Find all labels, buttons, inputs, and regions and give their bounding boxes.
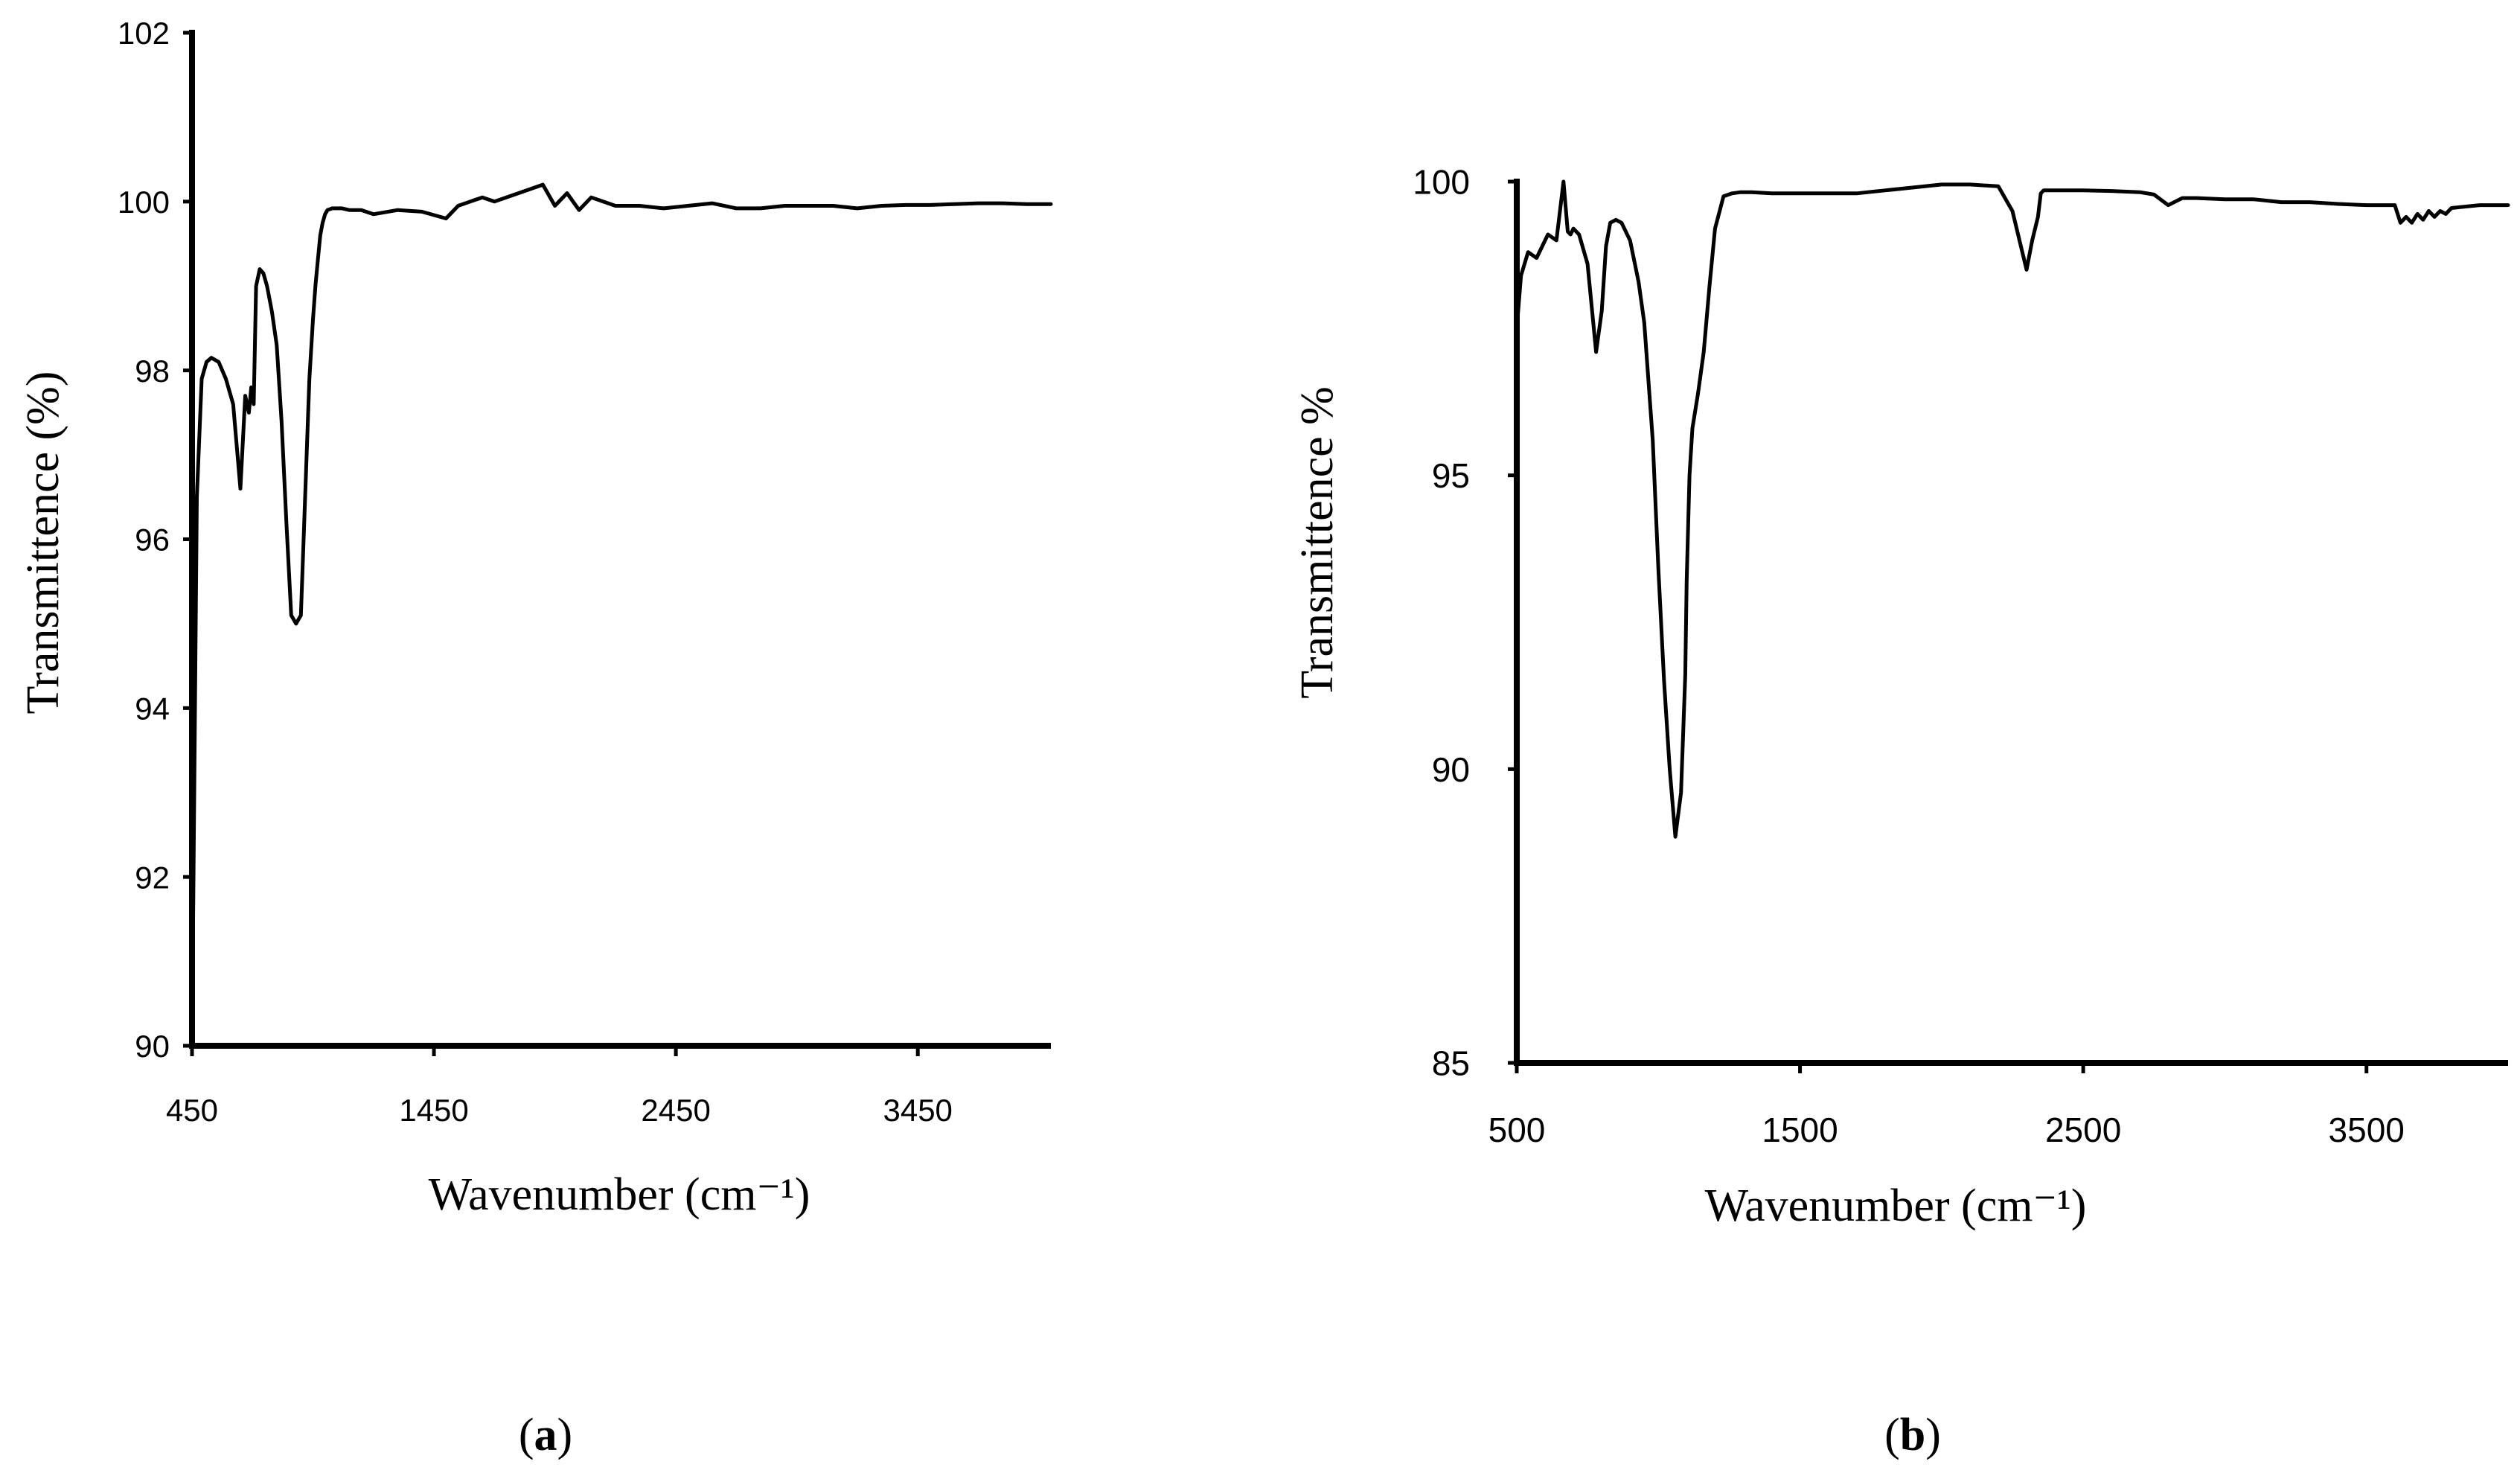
y-tick-label-a: 90 bbox=[135, 1029, 170, 1064]
panel-label-b-letter: b bbox=[1900, 1410, 1925, 1460]
xlabel-b: Wavenumber (cm⁻¹) bbox=[1705, 1181, 2087, 1231]
y-tick-label-b: 85 bbox=[1432, 1044, 1470, 1083]
x-tick-label-b: 3500 bbox=[2329, 1111, 2405, 1149]
x-tick-label-b: 2500 bbox=[2045, 1111, 2121, 1149]
xlabel-a: Wavenumber (cm⁻¹) bbox=[429, 1169, 810, 1220]
panel-label-a: (a) bbox=[519, 1410, 572, 1460]
x-tick-label-a: 3450 bbox=[883, 1093, 952, 1128]
y-tick-label-b: 90 bbox=[1432, 750, 1470, 789]
spectrum-line-b bbox=[1515, 179, 2510, 839]
spectrum-line-a bbox=[190, 182, 1053, 1048]
y-tick-label-a: 94 bbox=[135, 691, 170, 726]
x-tick-label-a: 2450 bbox=[641, 1093, 710, 1128]
ylabel-b: Transmittence % bbox=[1292, 386, 1343, 699]
y-tick-label-a: 98 bbox=[135, 354, 170, 389]
panel-label-a-letter: a bbox=[534, 1410, 557, 1460]
y-tick-label-a: 100 bbox=[118, 185, 170, 220]
x-tick-label-b: 500 bbox=[1488, 1111, 1546, 1149]
x-tick-label-a: 1450 bbox=[399, 1093, 468, 1128]
chart-panel-a: 90 92 94 96 98 100 102 450 1450 2450 3450 bbox=[118, 16, 1053, 1128]
chart-panel-b: 85 90 95 100 500 1500 2500 3500 bbox=[1413, 163, 2510, 1149]
y-tick-label-b: 95 bbox=[1432, 456, 1470, 495]
x-tick-label-a: 450 bbox=[166, 1093, 218, 1128]
ylabel-a: Transmittence (%) bbox=[18, 371, 68, 715]
y-tick-label-a: 92 bbox=[135, 860, 170, 895]
panel-label-b: (b) bbox=[1884, 1410, 1941, 1460]
y-tick-label-b: 100 bbox=[1413, 163, 1470, 202]
y-tick-label-a: 96 bbox=[135, 523, 170, 558]
y-tick-label-a: 102 bbox=[118, 16, 170, 51]
x-tick-label-b: 1500 bbox=[1762, 1111, 1838, 1149]
